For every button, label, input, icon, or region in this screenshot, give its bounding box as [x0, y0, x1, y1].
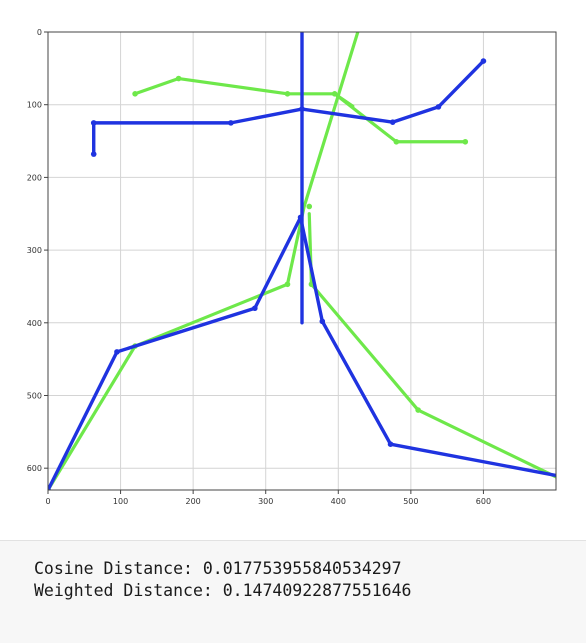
blue-keypoint — [435, 104, 442, 110]
y-tick-label: 200 — [27, 173, 42, 182]
pose-chart: 0 100 200 300 400 500 600 0 100 200 300 400 500 600 — [27, 28, 557, 506]
plot-frame — [47, 31, 557, 491]
green-keypoint — [331, 90, 338, 97]
green-keypoint — [132, 90, 138, 97]
blue-keypoint — [389, 119, 396, 125]
x-tick-label: 300 — [258, 497, 273, 506]
y-tick-label: 300 — [27, 246, 42, 255]
green-keypoint — [306, 203, 313, 210]
green-skeleton-line — [133, 76, 467, 144]
blue-keypoint — [480, 58, 487, 64]
green-keypoint — [284, 90, 291, 97]
y-tick-label: 500 — [27, 391, 42, 400]
blue-keypoint — [228, 120, 234, 126]
x-tick-label: 600 — [476, 497, 491, 506]
green-keypoint — [415, 407, 421, 413]
green-keypoint — [284, 281, 291, 288]
grid — [47, 31, 556, 490]
axis-ticks: 0 100 200 300 400 500 600 0 100 200 300 400 500 600 — [27, 28, 491, 506]
y-tick-label: 100 — [27, 101, 42, 110]
blue-keypoint — [319, 318, 326, 325]
blue-keypoint — [90, 151, 97, 157]
output-cell: Cosine Distance: 0.017753955840534297 We… — [0, 540, 586, 643]
y-tick-label: 0 — [37, 28, 42, 37]
blue-keypoint — [297, 214, 304, 221]
blue-keypoint — [299, 106, 305, 112]
blue-keypoint — [387, 441, 394, 448]
green-skeleton-line — [333, 92, 355, 108]
weighted-distance-text: Weighted Distance: 0.14740922877551646 — [34, 581, 412, 600]
x-tick-label: 100 — [113, 497, 128, 506]
series-area — [48, 32, 556, 490]
blue-keypoint — [114, 349, 120, 355]
blue-keypoint — [48, 487, 51, 490]
y-tick-label: 400 — [27, 319, 42, 328]
y-tick-label: 600 — [27, 464, 42, 473]
green-keypoint — [462, 138, 469, 145]
cosine-distance-text: Cosine Distance: 0.017753955840534297 — [34, 559, 402, 578]
x-tick-label: 500 — [403, 497, 418, 506]
x-tick-label: 200 — [186, 497, 201, 506]
blue-keypoint — [252, 305, 258, 312]
x-tick-label: 400 — [331, 497, 346, 506]
x-tick-label: 0 — [45, 497, 50, 506]
green-keypoint — [175, 75, 182, 82]
green-keypoint — [393, 138, 400, 145]
blue-keypoint — [90, 120, 97, 126]
green-skeleton-line — [307, 212, 556, 479]
